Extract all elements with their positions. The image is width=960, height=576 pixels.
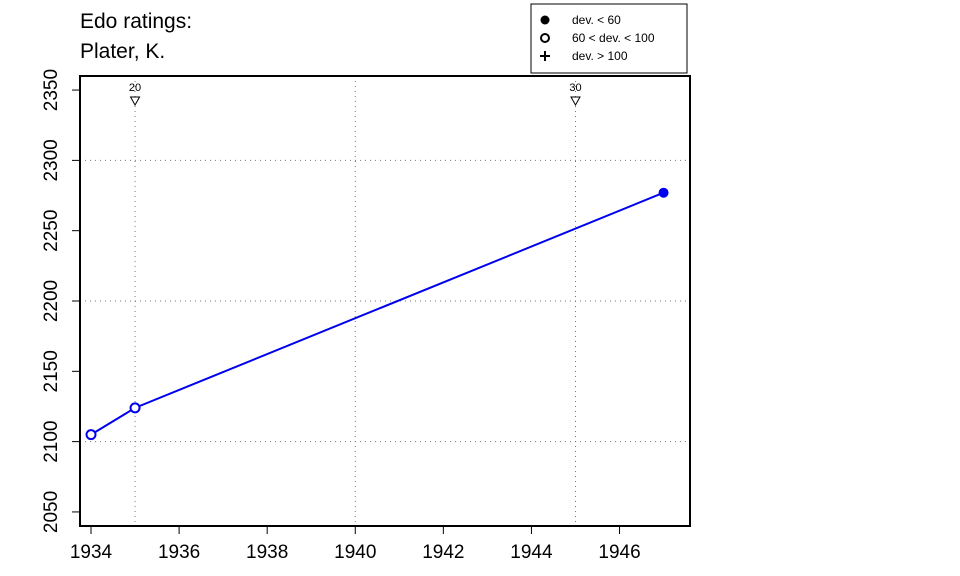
y-tick-label: 2100	[41, 420, 62, 462]
y-tick-label: 2050	[41, 491, 62, 533]
y-tick-label: 2350	[41, 69, 62, 111]
age-marker-label: 30	[569, 82, 581, 94]
legend-label: dev. > 100	[572, 49, 628, 63]
age-marker-triangle	[570, 96, 581, 107]
grid-lines	[80, 76, 690, 526]
y-tick-label: 2250	[41, 210, 62, 252]
age-marker-label: 20	[129, 82, 141, 94]
data-point-open	[85, 429, 97, 441]
y-axis: 2050 2100 2150 2200 2250 2300 2350	[41, 69, 80, 533]
y-tick-label: 2300	[41, 139, 62, 181]
plot-frame	[79, 75, 691, 527]
x-axis: 1934 1936 1938 1940 1942 1944 1946	[70, 526, 641, 563]
rating-line	[90, 191, 664, 436]
x-tick-label: 1946	[598, 542, 640, 563]
y-tick-label: 2200	[41, 280, 62, 322]
series-layer	[85, 187, 669, 441]
legend: dev. < 60 60 < dev. < 100 dev. > 100	[530, 3, 688, 74]
legend-label: 60 < dev. < 100	[572, 31, 655, 45]
legend-symbol-plus	[540, 51, 550, 61]
age-marker-triangle	[129, 96, 141, 107]
x-tick-label: 1938	[246, 542, 288, 563]
chart-title-line-2: Plater, K.	[80, 40, 166, 63]
age-markers: 20 30	[129, 82, 582, 107]
x-tick-label: 1940	[334, 542, 376, 563]
x-tick-label: 1944	[510, 542, 553, 563]
legend-symbol-open-circle	[540, 33, 550, 43]
x-tick-label: 1936	[158, 542, 200, 563]
data-point-open	[129, 402, 141, 414]
legend-box	[530, 3, 688, 74]
x-tick-label: 1942	[422, 542, 464, 563]
data-point-filled	[658, 187, 669, 198]
x-tick-label: 1934	[70, 542, 113, 563]
y-tick-label: 2150	[41, 350, 62, 392]
legend-label: dev. < 60	[572, 13, 621, 27]
legend-symbol-filled-circle	[540, 15, 550, 25]
chart-title-line-1: Edo ratings:	[80, 10, 193, 33]
